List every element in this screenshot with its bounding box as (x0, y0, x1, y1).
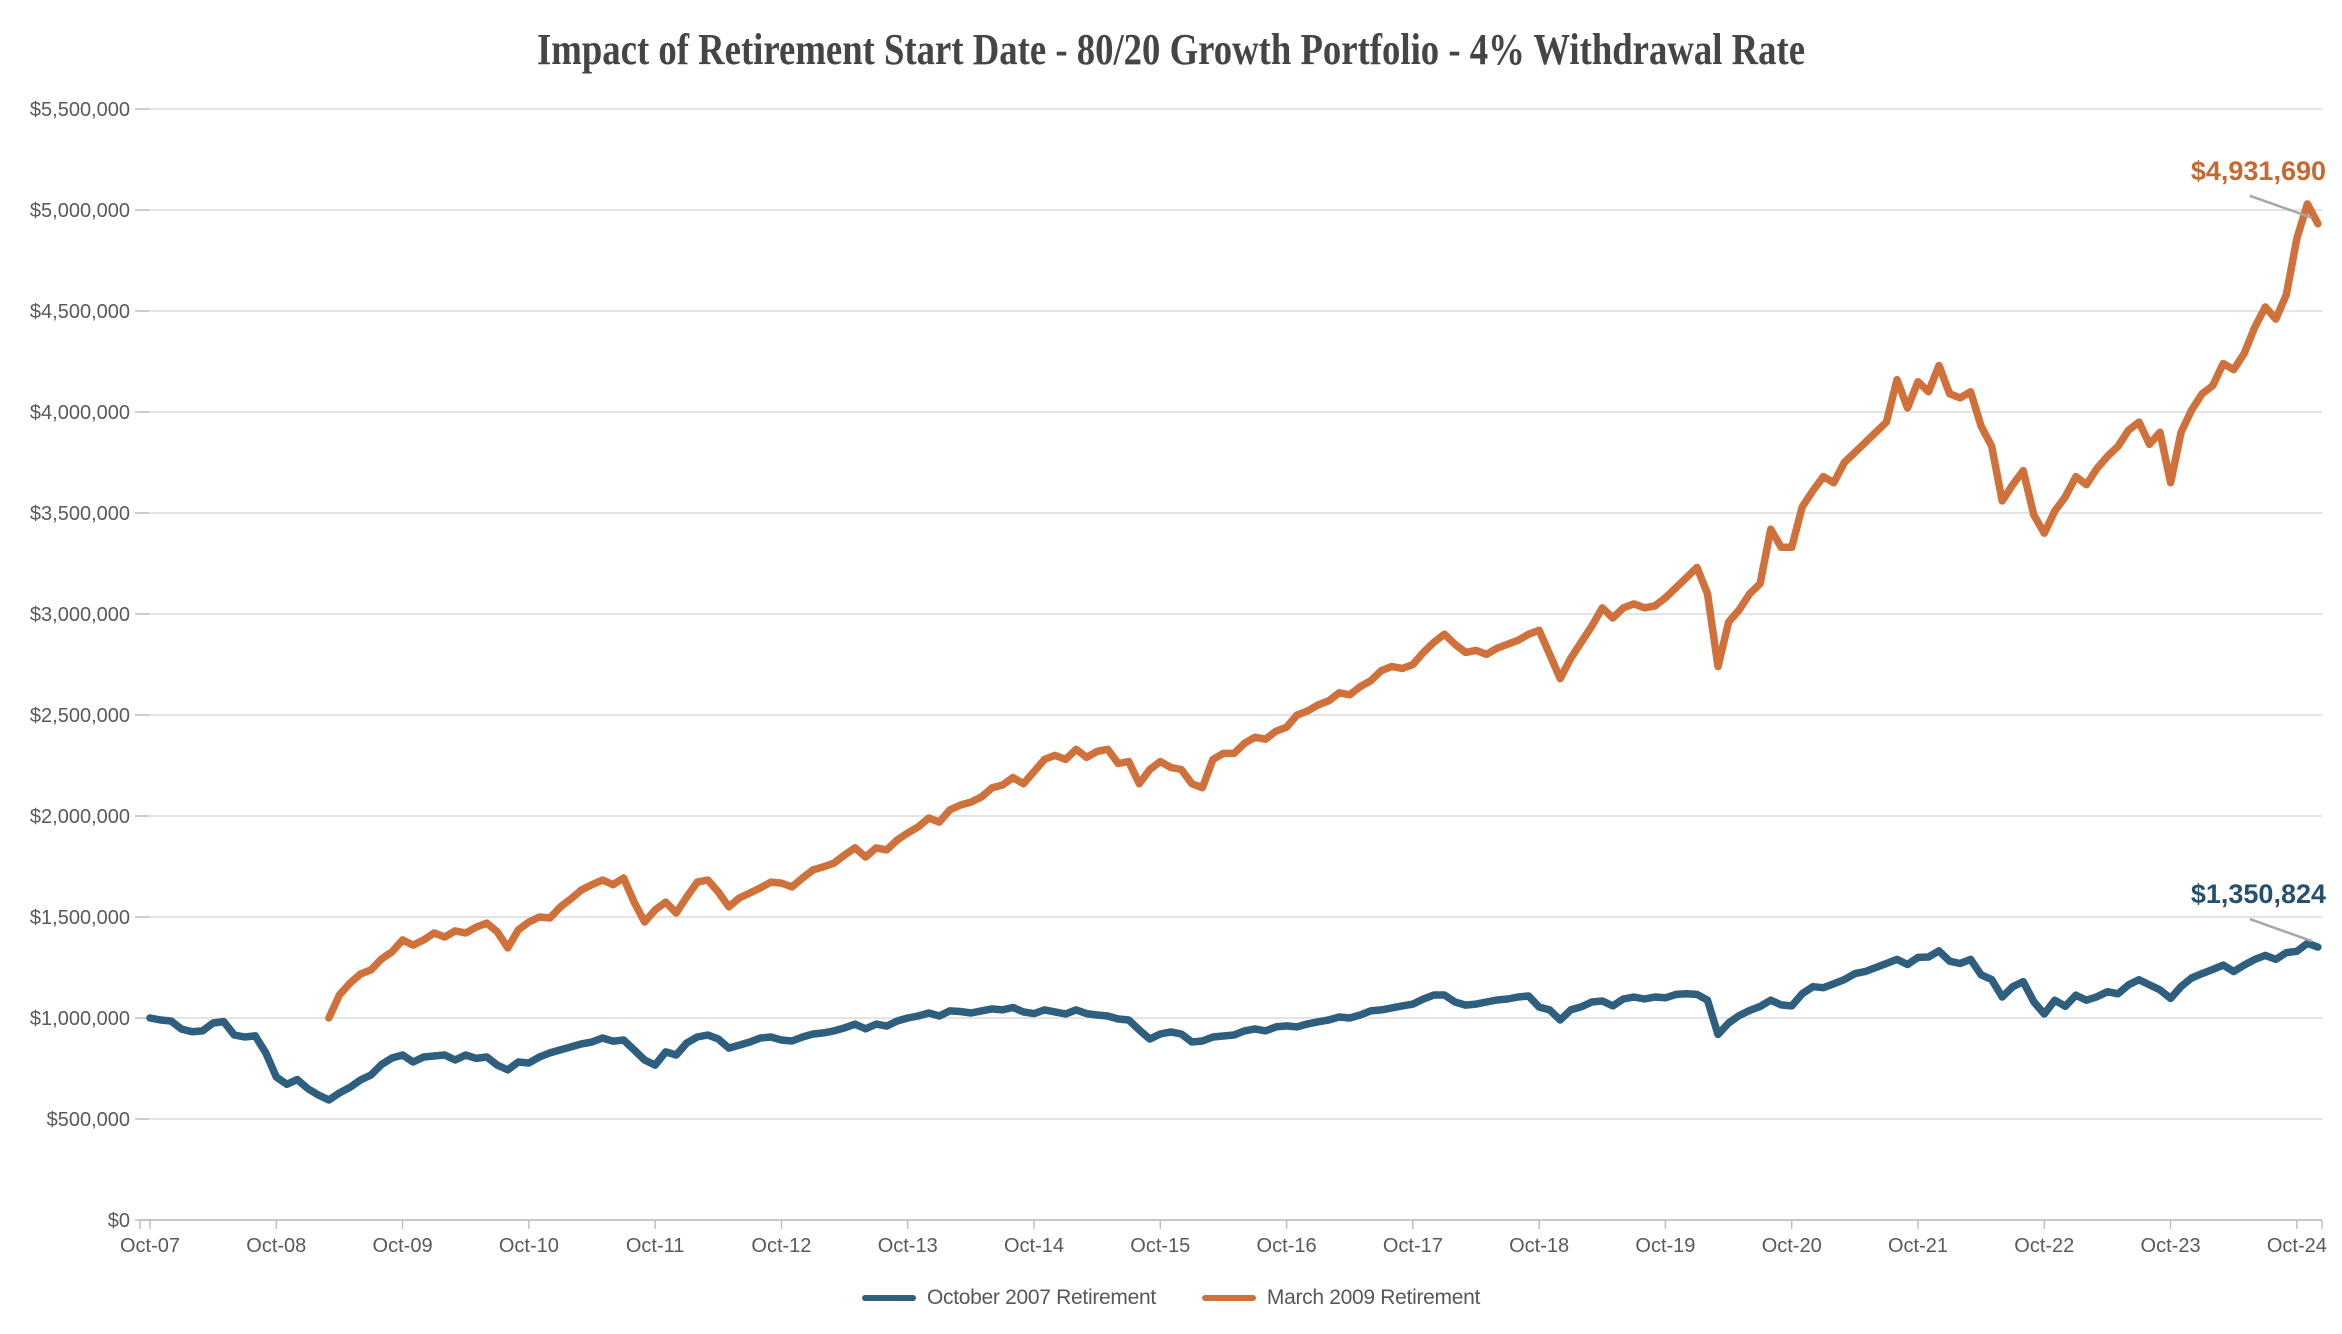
x-tick-label: Oct-23 (2141, 1235, 2201, 1257)
y-tick-label: $3,500,000 (30, 503, 130, 525)
legend-label-march-2009: March 2009 Retirement (1266, 1286, 1481, 1309)
annotation-leader-line (2249, 194, 2313, 219)
y-axis-ticks (135, 108, 149, 1221)
legend-label-october-2007: October 2007 Retirement (926, 1286, 1156, 1309)
x-tick-label: Oct-15 (1130, 1235, 1190, 1257)
x-tick-label: Oct-20 (1762, 1235, 1822, 1257)
x-tick-label: Oct-08 (246, 1235, 306, 1257)
legend-item-march-2009[interactable]: March 2009 Retirement (1201, 1286, 1481, 1310)
series-line-march-2009[interactable] (325, 200, 2322, 1022)
x-tick-label: Oct-14 (1004, 1235, 1064, 1257)
legend-swatch-october-2007-icon (861, 1295, 916, 1301)
y-tick-label: $4,000,000 (30, 402, 130, 424)
legend-item-october-2007[interactable]: October 2007 Retirement (861, 1286, 1156, 1310)
y-tick-label: $2,000,000 (30, 806, 130, 828)
x-tick-label: Oct-07 (120, 1235, 180, 1257)
y-tick-label: $4,500,000 (30, 301, 130, 323)
annotations: $4,931,690 $1,350,824 (2191, 156, 2326, 943)
legend: October 2007 Retirement March 2009 Retir… (0, 1286, 2342, 1310)
x-tick-label: Oct-21 (1888, 1235, 1948, 1257)
x-tick-label: Oct-13 (878, 1235, 938, 1257)
y-tick-label: $0 (108, 1210, 130, 1232)
annotation-end-value: $1,350,824 (2191, 879, 2326, 909)
x-tick-label: Oct-16 (1257, 1235, 1317, 1257)
y-tick-label: $5,500,000 (30, 99, 130, 121)
y-tick-label: $1,500,000 (30, 907, 130, 929)
x-tick-label: Oct-22 (2014, 1235, 2074, 1257)
legend-swatch-march-2009-icon (1201, 1295, 1256, 1301)
y-tick-label: $3,000,000 (30, 604, 130, 626)
y-tick-label: $5,000,000 (30, 200, 130, 222)
series-line-october-2007[interactable] (146, 939, 2322, 1104)
x-tick-label: Oct-11 (626, 1235, 685, 1257)
annotation-leader-line (2249, 917, 2313, 943)
y-axis-labels: $0 $500,000 $1,000,000 $1,500,000 $2,000,000… (30, 99, 130, 1232)
x-axis: Oct-07 Oct-08 Oct-09 Oct-10 Oct-11 Oct-12 Oct-… (120, 1219, 2327, 1257)
y-tick-label: $1,000,000 (30, 1008, 130, 1030)
x-tick-label: Oct-19 (1635, 1235, 1695, 1257)
x-tick-label: Oct-10 (499, 1235, 559, 1257)
chart-title: Impact of Retirement Start Date - 80/20 … (537, 25, 1805, 74)
x-tick-label: Oct-09 (373, 1235, 433, 1257)
x-tick-label: Oct-17 (1383, 1235, 1443, 1257)
y-tick-label: $2,500,000 (30, 705, 130, 727)
x-tick-label: Oct-18 (1509, 1235, 1569, 1257)
series-lines (146, 200, 2322, 1104)
annotation-end-value: $4,931,690 (2191, 156, 2326, 186)
gridlines (140, 108, 2322, 1120)
x-tick-label: Oct-12 (751, 1235, 811, 1257)
x-tick-label: Oct-24 (2267, 1235, 2327, 1257)
y-tick-label: $500,000 (47, 1109, 130, 1131)
